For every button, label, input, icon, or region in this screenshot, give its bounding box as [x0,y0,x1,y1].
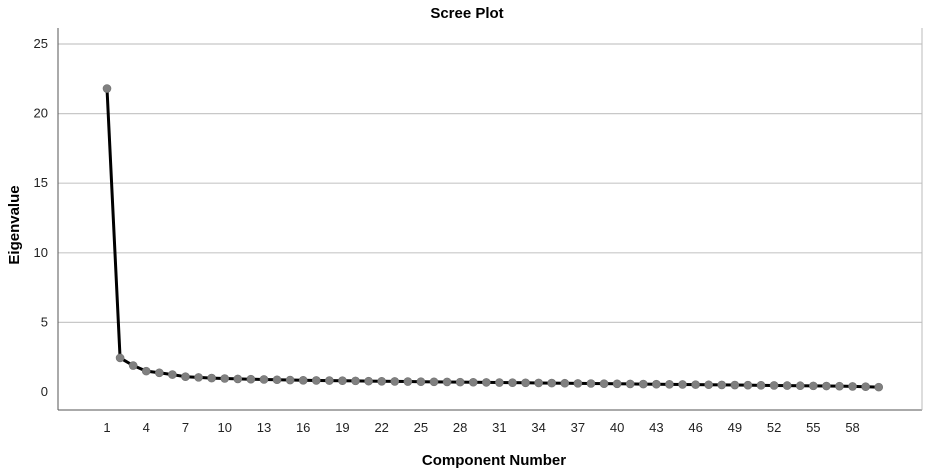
data-point-47 [704,380,713,390]
x-tick-label-46: 46 [688,420,702,435]
data-point-6 [168,370,177,379]
x-tick-label-43: 43 [649,420,663,435]
data-point-45 [678,380,687,389]
data-point-43 [652,379,661,389]
y-tick-label-10: 10 [34,245,48,260]
data-point-48 [717,380,727,390]
series-line [105,88,879,389]
x-tick-label-31: 31 [492,420,506,435]
data-point-39 [599,379,609,388]
x-tick-label-58: 58 [845,420,859,435]
data-point-3 [128,361,138,370]
data-point-9 [207,373,216,383]
data-point-16 [298,376,308,385]
series-layer [102,84,884,392]
data-point-60 [874,382,884,392]
data-point-28 [455,377,465,387]
data-point-51 [756,381,766,390]
x-tick-label-55: 55 [806,420,820,435]
data-point-58 [848,382,857,391]
data-point-35 [547,378,557,388]
y-tick-label-0: 0 [41,384,48,399]
x-tick-label-1: 1 [103,420,110,435]
data-point-14 [272,375,282,385]
y-tick-labels: 0 5 10 15 20 25 [34,36,48,399]
data-point-22 [377,376,386,386]
data-point-7 [181,372,190,381]
data-point-29 [468,377,478,387]
y-tick-label-20: 20 [34,106,48,121]
x-tick-label-16: 16 [296,420,310,435]
x-tick-label-19: 19 [335,420,349,435]
data-point-26 [429,377,439,387]
data-point-56 [822,381,831,391]
data-point-44 [665,380,674,389]
data-point-11 [233,374,243,384]
data-point-4 [141,366,151,376]
x-tick-label-13: 13 [257,420,271,435]
x-tick-label-49: 49 [728,420,742,435]
data-point-40 [612,379,622,389]
data-point-8 [194,373,203,382]
axes [57,28,923,411]
data-point-1 [102,84,112,93]
data-point-12 [246,374,256,384]
x-tick-label-25: 25 [414,420,428,435]
x-tick-label-28: 28 [453,420,467,435]
data-point-17 [311,376,321,385]
x-tick-label-22: 22 [374,420,388,435]
x-tick-label-40: 40 [610,420,624,435]
x-tick-label-37: 37 [571,420,585,435]
data-point-27 [442,377,452,387]
x-tick-label-10: 10 [217,420,231,435]
data-point-2 [115,353,125,363]
x-tick-label-7: 7 [182,420,189,435]
chart-title: Scree Plot [430,5,503,22]
data-point-42 [638,379,648,389]
data-point-46 [691,380,700,389]
data-point-33 [521,378,530,388]
x-tick-labels: 1 4 7 10 13 16 19 22 25 28 31 34 37 40 43 46 49 52 55 58 [103,420,859,435]
data-point-24 [403,377,413,386]
x-tick-label-4: 4 [143,420,150,435]
data-point-49 [730,380,740,390]
data-point-23 [390,377,400,386]
data-point-21 [364,376,373,386]
data-point-31 [495,378,504,387]
data-point-38 [586,379,596,388]
data-point-30 [482,378,491,387]
grid-lines [58,43,922,323]
x-tick-label-34: 34 [531,420,545,435]
data-point-13 [259,375,269,384]
data-point-34 [534,378,543,388]
data-point-10 [220,374,230,383]
data-point-25 [416,377,426,386]
data-point-32 [508,378,517,387]
data-point-52 [769,381,779,390]
x-axis-label: Component Number [422,452,566,469]
data-point-15 [285,375,295,385]
data-point-57 [835,381,844,391]
y-axis-label: Eigenvalue [6,185,23,264]
data-point-55 [809,381,818,391]
data-point-20 [351,376,360,386]
data-point-54 [795,381,805,391]
y-tick-label-15: 15 [34,175,48,190]
y-tick-label-25: 25 [34,36,48,51]
data-point-50 [743,380,753,390]
data-point-18 [325,376,334,385]
data-point-37 [573,379,583,388]
x-tick-label-52: 52 [767,420,781,435]
data-point-36 [560,378,570,388]
data-point-59 [861,382,870,392]
data-point-53 [782,381,792,390]
data-point-5 [155,368,164,378]
y-tick-label-5: 5 [41,314,48,329]
data-point-41 [625,379,635,389]
data-point-19 [338,376,347,386]
